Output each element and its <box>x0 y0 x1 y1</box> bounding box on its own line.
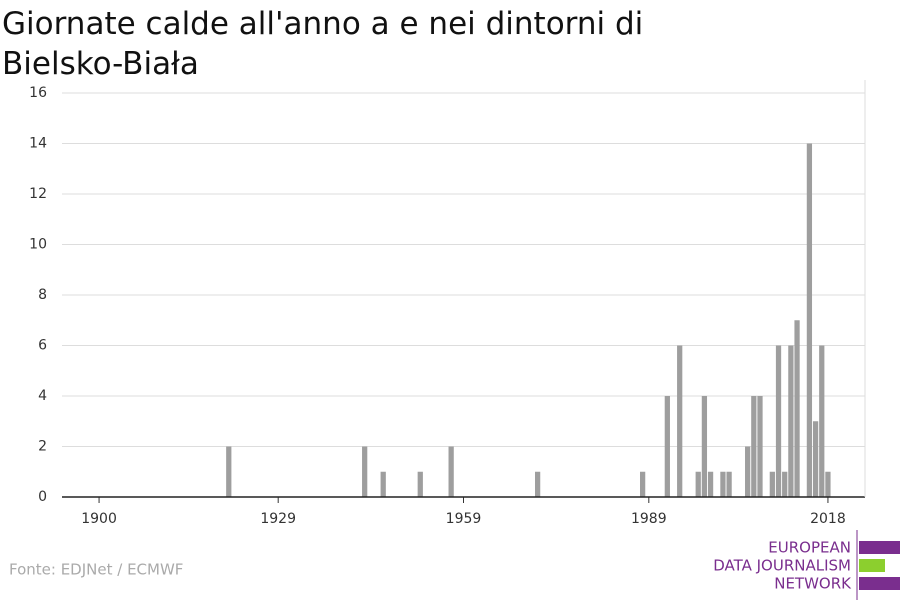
x-tick-label: 1929 <box>260 511 296 527</box>
bar <box>362 446 368 497</box>
bar <box>677 345 683 497</box>
bar <box>825 471 831 497</box>
bar <box>226 446 232 497</box>
bar <box>806 143 813 497</box>
x-tick-label: 1989 <box>631 511 667 527</box>
bar <box>757 396 763 497</box>
bar <box>664 396 670 497</box>
y-tick-label: 4 <box>38 388 47 404</box>
y-tick-label: 12 <box>29 186 47 202</box>
bar <box>726 471 732 497</box>
bar <box>769 471 775 497</box>
logo-bar <box>859 541 900 554</box>
bar <box>380 471 386 497</box>
bar <box>782 471 788 497</box>
logo-text: EUROPEAN <box>768 539 851 557</box>
y-tick-label: 8 <box>38 287 47 303</box>
bar <box>751 396 757 497</box>
y-tick-label: 2 <box>38 439 47 455</box>
bar <box>448 446 454 497</box>
bar <box>794 320 800 497</box>
chart-title: Giornate calde all'anno a e nei dintorni… <box>2 6 644 82</box>
bar <box>812 421 819 497</box>
logo-text: NETWORK <box>774 575 852 593</box>
bar <box>695 471 701 497</box>
y-tick-label: 10 <box>29 237 47 253</box>
bar <box>775 345 782 497</box>
x-tick-label: 1959 <box>446 511 482 527</box>
logo-text: DATA JOURNALISM <box>713 557 851 575</box>
logo-bar <box>859 577 900 590</box>
bar <box>819 345 825 497</box>
bar <box>745 446 751 497</box>
y-tick-label: 6 <box>38 338 47 354</box>
bar <box>788 345 794 497</box>
bar <box>417 471 423 497</box>
y-tick-label: 14 <box>29 136 47 152</box>
bar <box>720 471 726 497</box>
y-tick-label: 16 <box>29 85 47 101</box>
logo-bar <box>859 559 885 572</box>
bar <box>534 471 541 497</box>
x-tick-label: 1900 <box>81 511 117 527</box>
y-tick-label: 0 <box>38 489 47 505</box>
bar <box>640 471 646 497</box>
x-tick-label: 2018 <box>810 511 846 527</box>
source: Fonte: EDJNet / ECMWF <box>9 561 183 579</box>
bar <box>707 471 714 497</box>
bar <box>701 396 708 497</box>
